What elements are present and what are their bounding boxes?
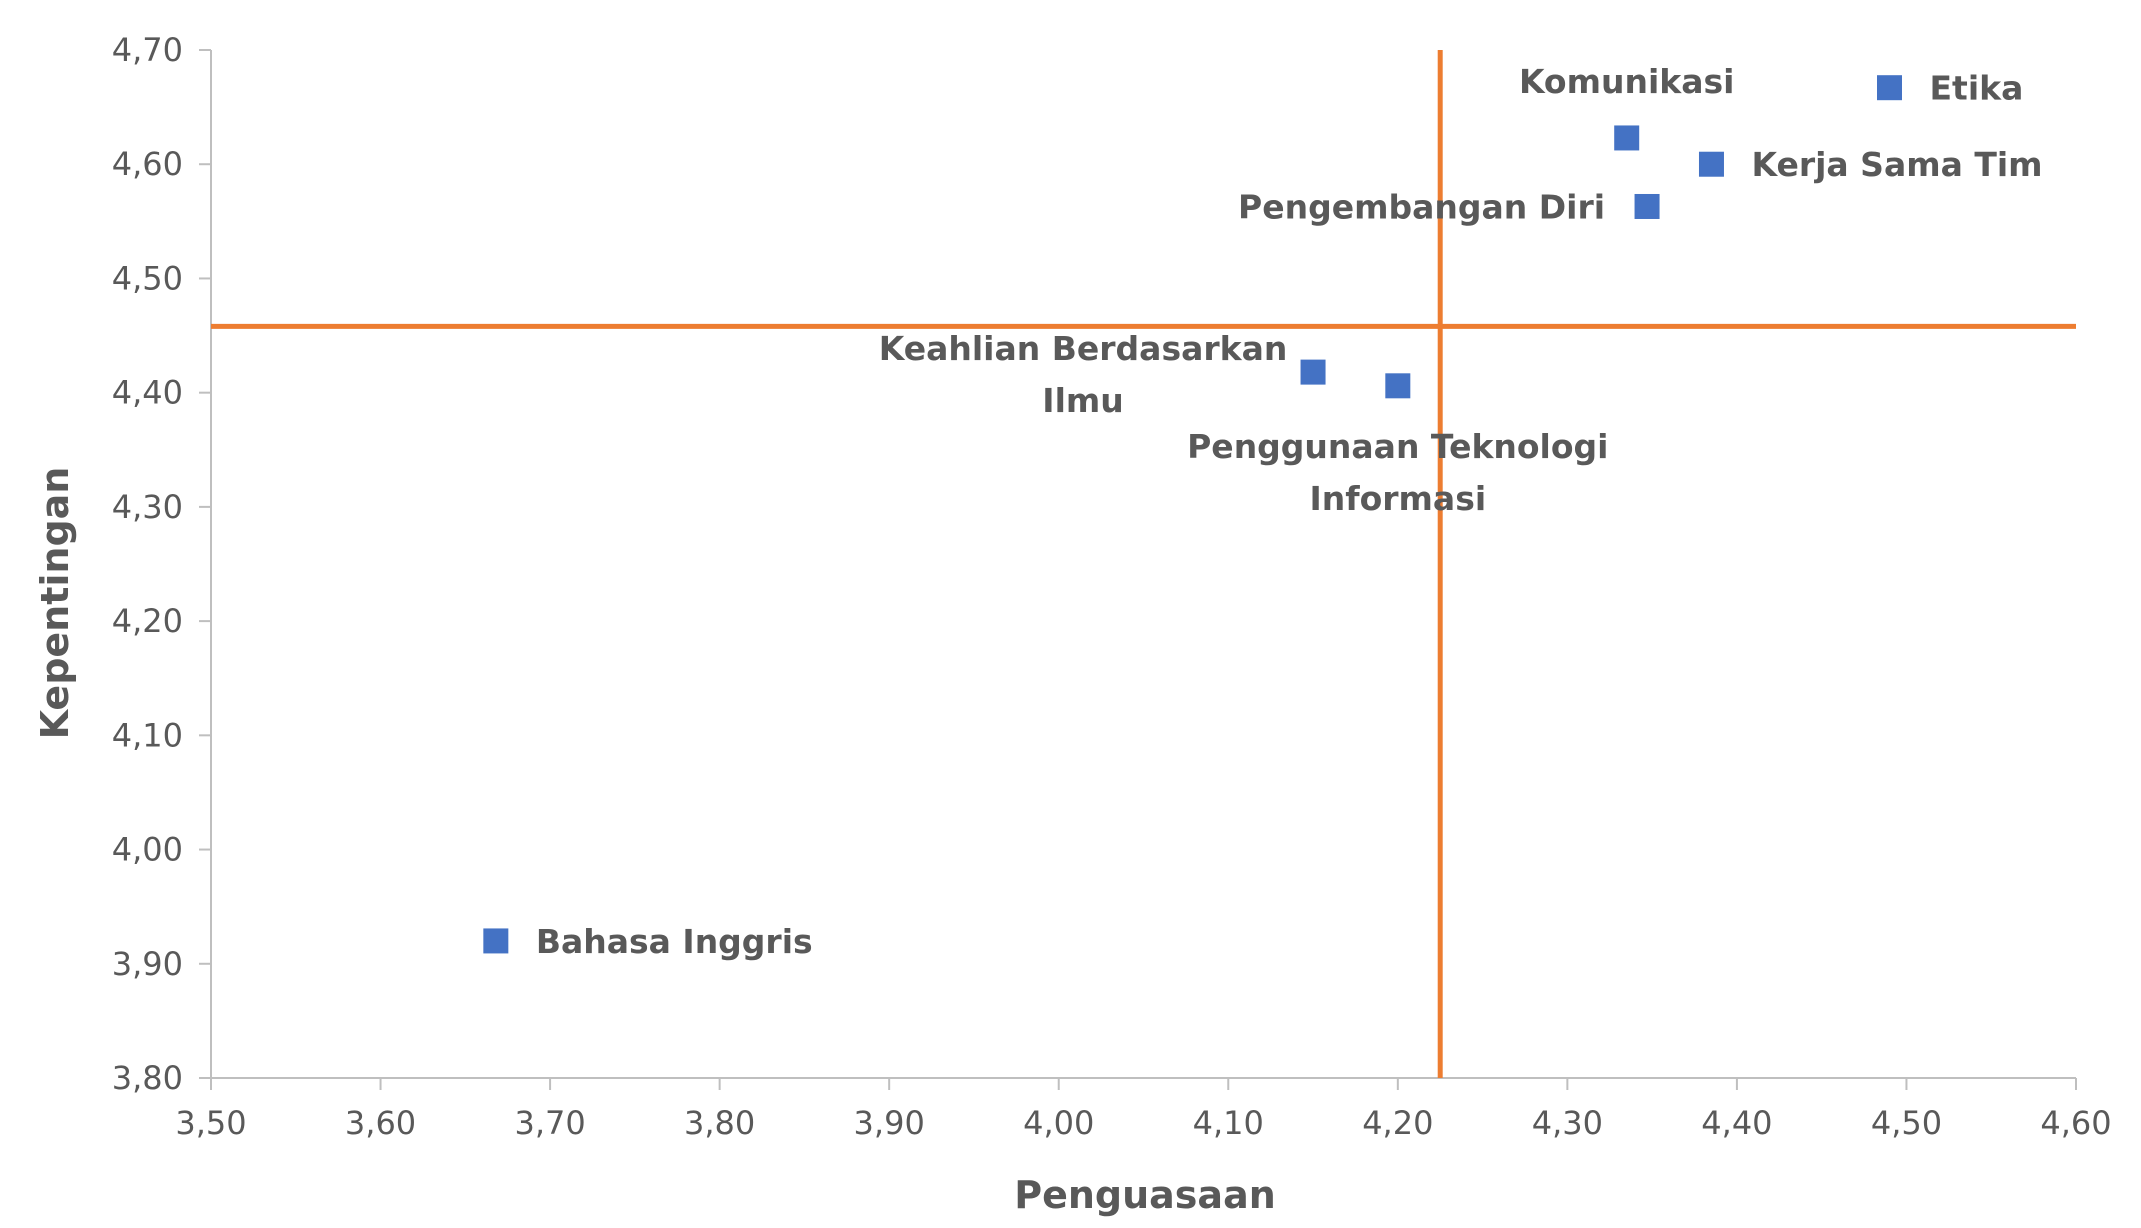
data-point (1877, 75, 1902, 101)
point-label: Keahlian Berdasarkan Ilmu (879, 329, 1288, 420)
y-tick-label: 4,20 (112, 602, 183, 640)
point-label-line: Informasi (1309, 479, 1486, 518)
x-tick-label: 4,60 (2040, 1104, 2111, 1142)
data-point (1634, 193, 1660, 219)
x-tick-label: 4,00 (1023, 1104, 1094, 1142)
y-tick-label: 3,80 (112, 1059, 183, 1097)
point-label-line: Pengembangan Diri (1238, 187, 1605, 226)
reference-lines (211, 50, 2076, 1078)
point-label-line: Penggunaan Teknologi (1187, 427, 1608, 466)
x-tick-label: 3,70 (514, 1104, 585, 1142)
point-label-line: Bahasa Inggris (536, 922, 813, 961)
point-label: Bahasa Inggris (536, 922, 813, 961)
point-label: Etika (1930, 69, 2024, 108)
y-tick-label: 3,90 (112, 945, 183, 983)
point-label-line: Etika (1930, 69, 2024, 108)
tick-labels: 4,70 4,60 4,50 4,40 4,30 4,20 4,10 4,00 3,90 3,80… (112, 31, 2112, 1142)
axes (199, 49, 2077, 1090)
x-tick-label: 4,10 (1193, 1104, 1264, 1142)
x-tick-label: 4,40 (1701, 1104, 1772, 1142)
data-point (1385, 373, 1411, 399)
y-tick-label: 4,70 (112, 31, 183, 69)
point-label: Pengembangan Diri (1238, 187, 1605, 226)
data-point (483, 928, 509, 954)
y-tick-label: 4,60 (112, 145, 183, 183)
x-axis-title: Penguasaan (1014, 1173, 1276, 1217)
y-tick-label: 4,10 (112, 716, 183, 754)
data-point (1698, 151, 1724, 177)
x-tick-label: 3,50 (175, 1104, 246, 1142)
point-label: Komunikasi (1519, 62, 1735, 101)
y-tick-label: 4,00 (112, 831, 183, 869)
point-label-line: Ilmu (1042, 381, 1123, 420)
y-tick-label: 4,50 (112, 259, 183, 297)
data-points (483, 75, 1902, 954)
data-point (1300, 359, 1326, 385)
point-label-line: Keahlian Berdasarkan (879, 329, 1288, 368)
x-tick-label: 4,50 (1871, 1104, 1942, 1142)
y-axis-title: Kepentingan (33, 467, 77, 740)
point-labels: Etika Komunikasi Kerja Sama Tim Pengembanga… (536, 62, 2043, 961)
y-tick-label: 4,30 (112, 488, 183, 526)
data-point (1614, 125, 1640, 151)
point-label: Penggunaan Teknologi Informasi (1187, 427, 1608, 518)
x-tick-label: 3,60 (345, 1104, 416, 1142)
x-tick-label: 4,20 (1362, 1104, 1433, 1142)
point-label-line: Kerja Sama Tim (1751, 145, 2042, 184)
x-tick-label: 3,80 (684, 1104, 755, 1142)
point-label: Kerja Sama Tim (1751, 145, 2042, 184)
x-tick-label: 4,30 (1532, 1104, 1603, 1142)
y-tick-label: 4,40 (112, 374, 183, 412)
point-label-line: Komunikasi (1519, 62, 1735, 101)
x-tick-label: 3,90 (854, 1104, 925, 1142)
